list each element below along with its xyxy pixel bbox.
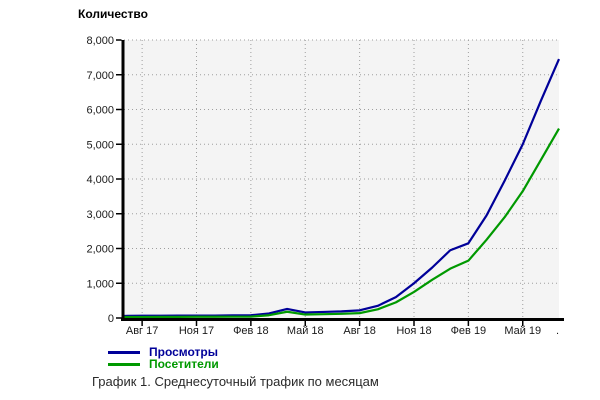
y-tick-label: 4,000 — [86, 174, 114, 186]
legend-item-visitors: Посетители — [108, 358, 219, 370]
legend-line-views-icon — [108, 350, 140, 354]
y-tick-label: 7,000 — [86, 70, 114, 82]
legend-label-visitors: Посетители — [149, 357, 219, 371]
x-tick-label: Фев 19 — [451, 325, 487, 337]
plot-area — [124, 40, 559, 318]
x-tick-label: Май 19 — [504, 325, 541, 337]
series-line-1 — [124, 128, 560, 319]
legend-item-views: Просмотры — [108, 346, 219, 358]
y-tick-label: 3,000 — [86, 209, 114, 221]
y-tick-label: 2,000 — [86, 244, 114, 256]
chart-legend: Просмотры Посетители — [108, 346, 219, 370]
x-tick-label: Авг 18 — [343, 325, 375, 337]
series-line-0 — [123, 58, 561, 318]
legend-label-views: Просмотры — [149, 345, 219, 359]
y-tick-label: 5,000 — [86, 139, 114, 151]
y-tick-label: 8,000 — [86, 35, 114, 47]
chart-caption: График 1. Среднесуточный трафик по месяц… — [92, 374, 379, 389]
x-tick-label: Фев 18 — [233, 325, 269, 337]
chart-svg: 0 1,000 2,000 3,000 4,000 5,000 6,000 7,000 8,00… — [86, 35, 564, 337]
x-tick-label: Ноя 18 — [396, 325, 431, 337]
x-tick-label: Авг 17 — [126, 325, 158, 337]
y-tick-label: 1,000 — [86, 278, 114, 290]
x-tick-label-clipped: . — [556, 325, 559, 337]
x-tick-label: Май 18 — [287, 325, 324, 337]
y-tick-label: 0 — [108, 313, 114, 325]
y-tick-label: 6,000 — [86, 105, 114, 117]
x-tick-label: Ноя 17 — [179, 325, 214, 337]
legend-line-visitors-icon — [108, 362, 140, 366]
chart-title: Количество — [78, 7, 148, 21]
